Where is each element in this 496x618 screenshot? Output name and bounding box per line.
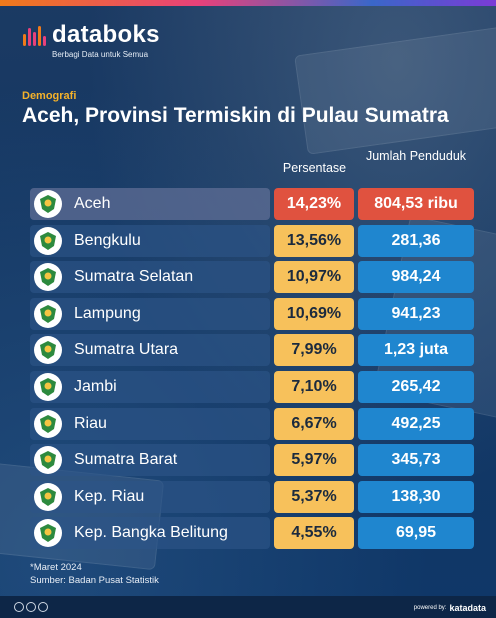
province-name: Kep. Riau [74, 488, 145, 505]
province-cell: Jambi [30, 371, 270, 403]
province-emblem-icon [34, 519, 62, 547]
percentage-cell: 7,99% [274, 334, 354, 366]
province-name: Lampung [74, 305, 141, 322]
province-emblem-icon [34, 263, 62, 291]
province-emblem-icon [34, 410, 62, 438]
population-cell: 984,24 [358, 261, 474, 293]
population-cell: 1,23 juta [358, 334, 474, 366]
table-row: Jambi 7,10% 265,42 [30, 371, 474, 403]
publisher-logo: katadata [449, 603, 486, 613]
percentage-cell: 6,67% [274, 408, 354, 440]
footnote-period: *Maret 2024 [30, 562, 82, 573]
province-cell: Bengkulu [30, 225, 270, 257]
powered-by-label: powered by: [413, 605, 447, 611]
population-cell: 265,42 [358, 371, 474, 403]
table-row: Sumatra Barat 5,97% 345,73 [30, 444, 474, 476]
population-cell: 941,23 [358, 298, 474, 330]
province-name: Sumatra Utara [74, 341, 179, 358]
province-emblem-icon [34, 190, 62, 218]
population-cell: 492,25 [358, 408, 474, 440]
percentage-cell: 14,23% [274, 188, 354, 220]
province-name: Jambi [74, 378, 117, 395]
province-cell: Kep. Bangka Belitung [30, 517, 270, 549]
table-row: Kep. Riau 5,37% 138,30 [30, 481, 474, 513]
province-emblem-icon [34, 373, 62, 401]
province-name: Sumatra Selatan [74, 268, 194, 285]
table-row: Bengkulu 13,56% 281,36 [30, 225, 474, 257]
brand-name: databoks [52, 21, 160, 48]
population-cell: 138,30 [358, 481, 474, 513]
province-cell: Riau [30, 408, 270, 440]
table-row: Sumatra Utara 7,99% 1,23 juta [30, 334, 474, 366]
population-cell: 281,36 [358, 225, 474, 257]
cc-icon [14, 602, 24, 612]
percentage-cell: 10,97% [274, 261, 354, 293]
percentage-cell: 5,37% [274, 481, 354, 513]
province-name: Riau [74, 415, 107, 432]
table-row: Riau 6,67% 492,25 [30, 408, 474, 440]
percentage-cell: 13,56% [274, 225, 354, 257]
table-row: Lampung 10,69% 941,23 [30, 298, 474, 330]
percentage-cell: 10,69% [274, 298, 354, 330]
province-name: Kep. Bangka Belitung [74, 524, 228, 541]
percentage-cell: 5,97% [274, 444, 354, 476]
population-cell: 69,95 [358, 517, 474, 549]
databoks-logo: databoks Berbagi Data untuk Semua [22, 21, 160, 59]
percentage-cell: 4,55% [274, 517, 354, 549]
page-title: Aceh, Provinsi Termiskin di Pulau Sumatr… [22, 104, 449, 127]
table-row: Sumatra Selatan 10,97% 984,24 [30, 261, 474, 293]
province-cell: Aceh [30, 188, 270, 220]
footnote: *Maret 2024 Sumber: Badan Pusat Statisti… [30, 561, 159, 587]
category-label: Demografi [22, 90, 77, 102]
province-name: Bengkulu [74, 232, 141, 249]
bottom-bar [0, 596, 496, 618]
province-emblem-icon [34, 300, 62, 328]
province-cell: Sumatra Barat [30, 444, 270, 476]
province-emblem-icon [34, 446, 62, 474]
province-cell: Sumatra Utara [30, 334, 270, 366]
province-name: Aceh [74, 195, 111, 212]
province-cell: Kep. Riau [30, 481, 270, 513]
population-cell: 345,73 [358, 444, 474, 476]
population-cell: 804,53 ribu [358, 188, 474, 220]
footnote-source: Sumber: Badan Pusat Statistik [30, 575, 159, 586]
brand-tagline: Berbagi Data untuk Semua [52, 50, 149, 59]
percentage-cell: 7,10% [274, 371, 354, 403]
province-cell: Sumatra Selatan [30, 261, 270, 293]
province-emblem-icon [34, 227, 62, 255]
table-row: Aceh 14,23% 804,53 ribu [30, 188, 474, 220]
top-color-bar [0, 0, 496, 6]
province-name: Sumatra Barat [74, 451, 178, 468]
province-emblem-icon [34, 336, 62, 364]
table-row: Kep. Bangka Belitung 4,55% 69,95 [30, 517, 474, 549]
province-emblem-icon [34, 483, 62, 511]
by-icon [26, 602, 36, 612]
powered-by: powered by: katadata [414, 603, 486, 613]
nd-icon [38, 602, 48, 612]
column-header-percentage: Persentase [282, 161, 347, 175]
column-header-population: Jumlah Penduduk [365, 149, 467, 163]
province-cell: Lampung [30, 298, 270, 330]
bar-chart-icon [23, 26, 46, 46]
creative-commons-icons [14, 602, 48, 612]
